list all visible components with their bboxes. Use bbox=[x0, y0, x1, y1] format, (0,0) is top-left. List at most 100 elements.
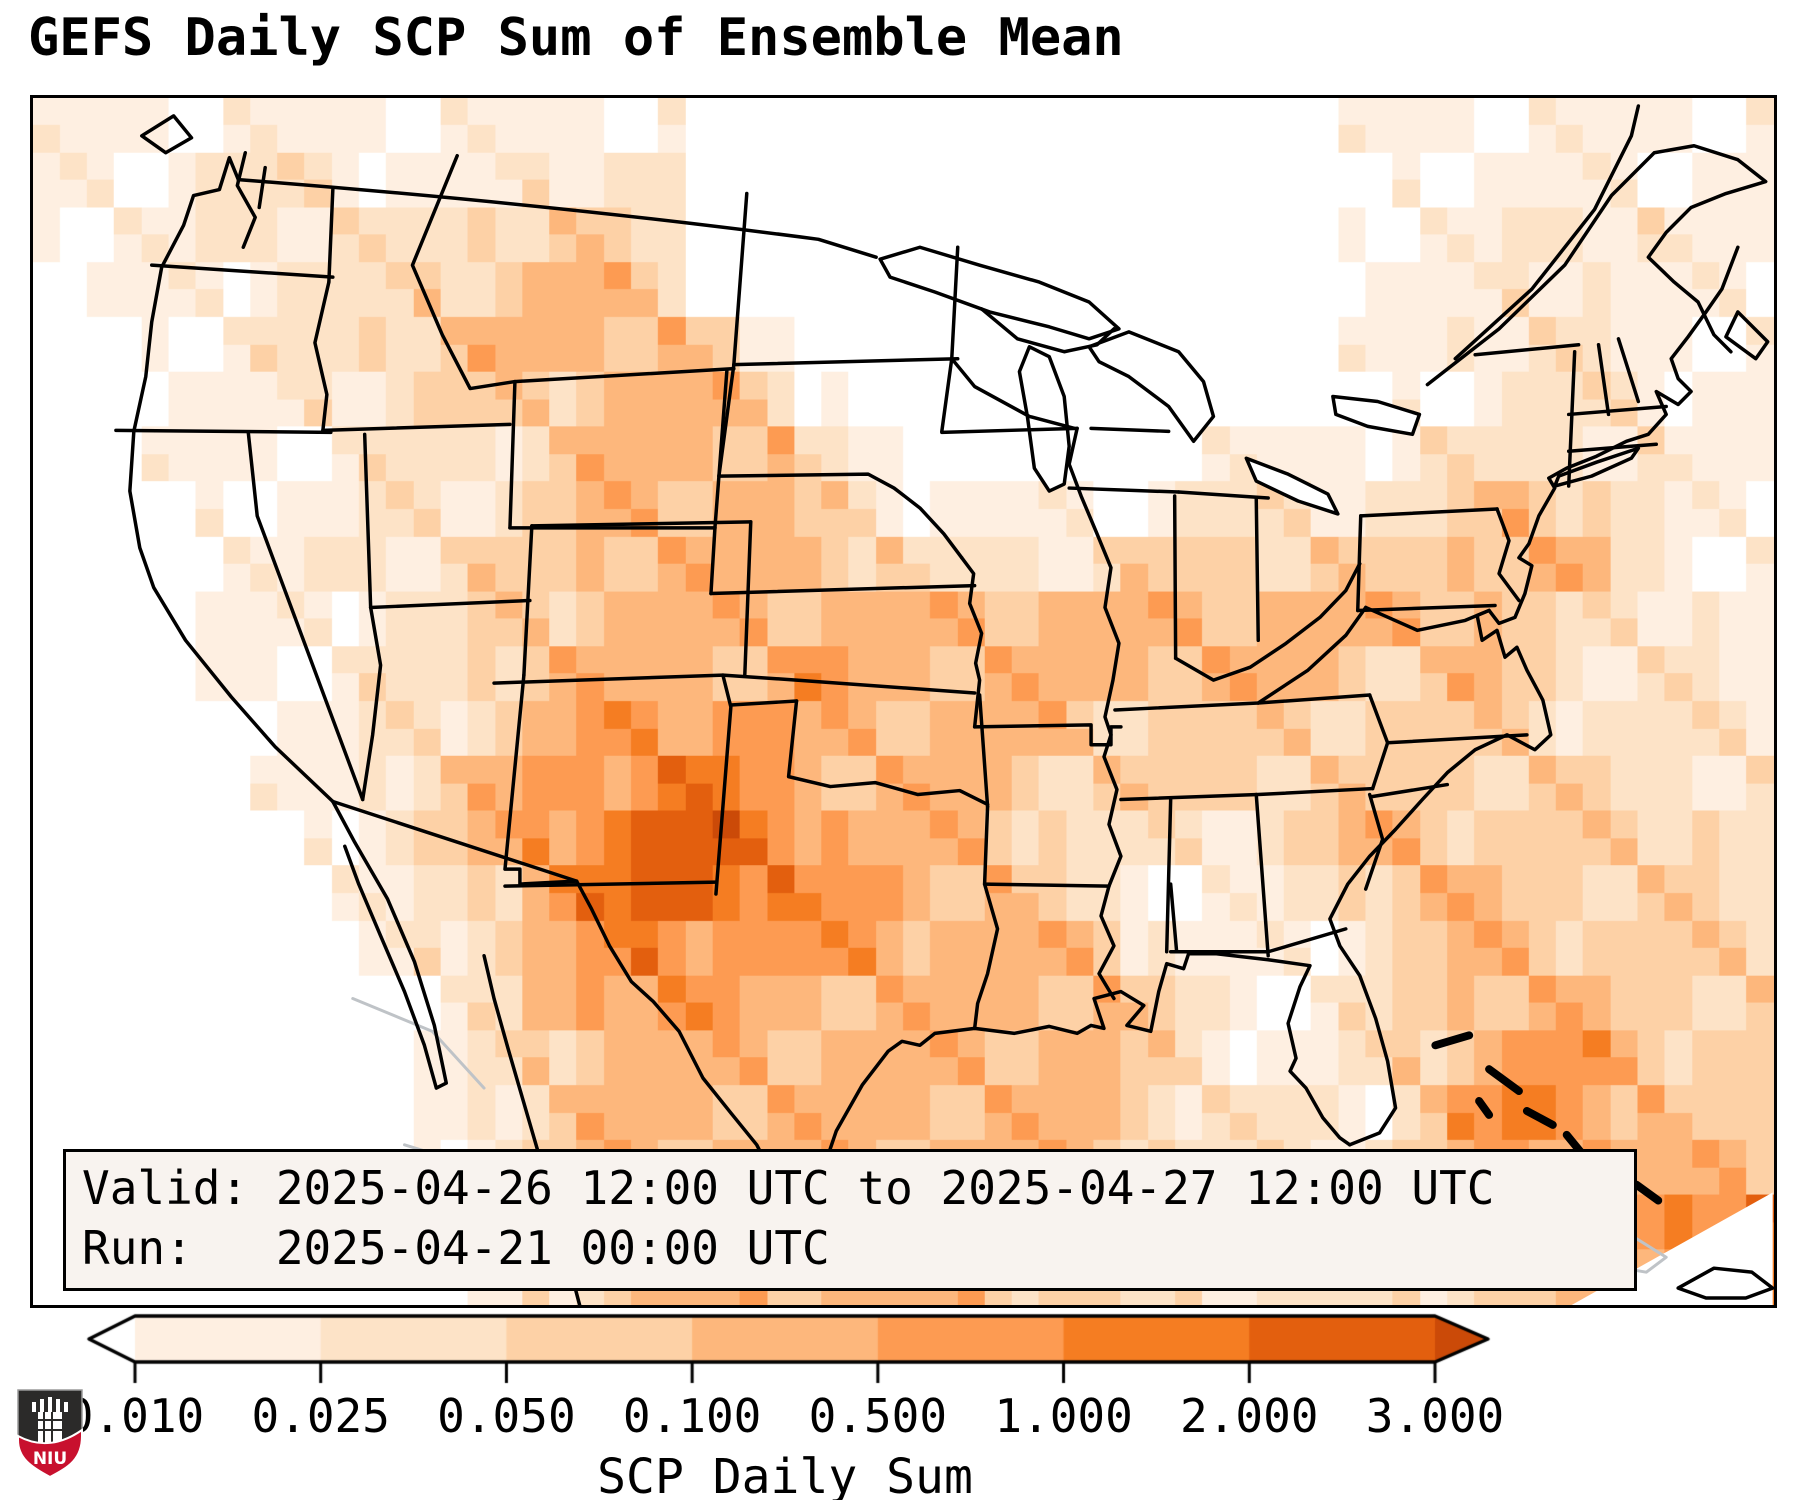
state-border-wa-id bbox=[327, 187, 335, 284]
state-border-mt-id bbox=[410, 153, 517, 391]
state-border-ny-east bbox=[1566, 349, 1577, 488]
state-border-mo-west bbox=[959, 555, 984, 729]
bahamas-island bbox=[1475, 1097, 1494, 1119]
state-border-ky-tn bbox=[1113, 693, 1372, 712]
state-border-ut-az bbox=[368, 598, 532, 610]
colorbar-tick-label: 0.025 bbox=[251, 1389, 390, 1443]
state-border-il-in bbox=[1172, 494, 1178, 660]
state-border-ga-sc bbox=[1363, 792, 1385, 891]
forecast-map: Valid: 2025-04-26 12:00 UTC to 2025-04-2… bbox=[30, 95, 1777, 1308]
potomac-border bbox=[1363, 605, 1491, 633]
pacific-coast bbox=[128, 155, 335, 804]
state-border-in-oh bbox=[1254, 496, 1260, 643]
state-border-sd-west bbox=[717, 362, 736, 478]
colorbar-tick-label: 0.050 bbox=[437, 1389, 576, 1443]
lake-ontario bbox=[1331, 394, 1422, 437]
colorbar-tick-label: 0.010 bbox=[65, 1389, 205, 1443]
colorbar-tick-label: 0.500 bbox=[808, 1389, 948, 1443]
state-border-ne-west bbox=[709, 526, 717, 596]
state-border-ks-ok bbox=[721, 673, 977, 695]
state-border-vt-nh bbox=[1596, 343, 1611, 417]
state-border-nm-tx bbox=[714, 673, 733, 896]
mississippi-river-borders bbox=[1067, 426, 1123, 1001]
state-border-wi-il bbox=[1089, 426, 1171, 434]
state-border-sd-ne bbox=[717, 472, 964, 560]
state-border-tn-nc bbox=[1367, 693, 1390, 791]
colorbar-tick-label: 3.000 bbox=[1365, 1389, 1505, 1443]
state-border-la-ms-pearl bbox=[1168, 882, 1179, 954]
state-border-mn-wi bbox=[950, 356, 1076, 431]
hispaniola-outline bbox=[1676, 1266, 1774, 1300]
upper-peninsula-shore bbox=[979, 307, 1116, 354]
baja-california bbox=[331, 799, 449, 1090]
state-border-ca-nv bbox=[246, 430, 365, 802]
state-border-sd-mn bbox=[940, 356, 954, 434]
colorbar-canvas bbox=[85, 1313, 1492, 1387]
state-border-wa-or bbox=[149, 263, 335, 279]
state-border-ma-south bbox=[1566, 442, 1658, 453]
bahamas-island bbox=[1632, 1180, 1663, 1205]
state-border-co-east bbox=[743, 520, 753, 677]
canada-border bbox=[236, 177, 878, 259]
state-border-ms-al bbox=[1164, 797, 1173, 954]
valid-time-text: Valid: 2025-04-26 12:00 UTC to 2025-04-2… bbox=[82, 1161, 1495, 1215]
state-border-ok-ar bbox=[977, 693, 990, 809]
nova-scotia bbox=[1724, 310, 1770, 361]
state-border-ky-va bbox=[1256, 605, 1368, 705]
state-border-al-ga bbox=[1254, 792, 1270, 958]
state-border-nm-az bbox=[503, 673, 579, 886]
bahamas-island bbox=[1522, 1106, 1557, 1129]
state-border-or-ca bbox=[114, 428, 333, 435]
state-border-ne-ks bbox=[709, 583, 977, 596]
colorbar-axis-label: SCP Daily Sum bbox=[597, 1449, 973, 1500]
state-border-co-north bbox=[530, 520, 753, 528]
bahamas-island bbox=[1431, 1031, 1474, 1050]
state-border-ma-north bbox=[1566, 404, 1668, 417]
state-border-in-mi bbox=[1067, 486, 1181, 494]
ohio-river-border bbox=[1173, 561, 1362, 682]
state-border-or-id bbox=[313, 280, 331, 433]
colorbar: 0.010 0.025 0.050 0.100 0.500 1.000 2.000 3.000… bbox=[66, 1313, 1504, 1500]
state-border-tx-panhandle-north bbox=[729, 699, 799, 707]
basemap-borders bbox=[114, 104, 1774, 1305]
colorbar-tick-label: 2.000 bbox=[1180, 1389, 1319, 1443]
state-border-mt-south bbox=[513, 366, 736, 384]
atlantic-coast bbox=[1328, 245, 1740, 1147]
niu-red-band bbox=[17, 1428, 83, 1479]
state-border-pa-md bbox=[1356, 603, 1497, 613]
niu-logo: NIU bbox=[17, 1389, 83, 1479]
state-border-ok-tx-red-river bbox=[786, 699, 990, 807]
delaware-river-border bbox=[1495, 507, 1521, 603]
state-border-tn-south bbox=[1119, 786, 1375, 802]
puget-sound bbox=[257, 165, 267, 210]
state-border-id-south bbox=[321, 422, 512, 433]
state-border-mi-oh bbox=[1176, 490, 1270, 500]
colorbar-tick-label: 1.000 bbox=[994, 1389, 1133, 1443]
state-border-co-ut bbox=[522, 524, 534, 677]
state-border-az-ca-river bbox=[360, 605, 383, 802]
state-border-nh-me bbox=[1616, 337, 1641, 404]
lake-superior bbox=[878, 245, 1121, 341]
timestamp-box: Valid: 2025-04-26 12:00 UTC to 2025-04-2… bbox=[63, 1149, 1637, 1291]
st-lawrence-north-shore bbox=[1453, 104, 1641, 361]
state-border-mt-nd bbox=[732, 191, 749, 367]
state-border-va-nc bbox=[1385, 733, 1529, 745]
state-border-co-nm bbox=[492, 673, 725, 685]
state-border-nv-ut bbox=[362, 432, 373, 610]
bahamas-island bbox=[1485, 1065, 1523, 1096]
state-border-mo-ar bbox=[972, 723, 1123, 747]
state-border-nm-south bbox=[503, 880, 718, 888]
niu-castle-icon bbox=[32, 1397, 68, 1446]
colorbar-tick-labels: 0.010 0.025 0.050 0.100 0.500 1.000 2.000 3.000 bbox=[66, 1389, 1504, 1445]
state-border-oh-pa bbox=[1356, 514, 1363, 613]
vancouver-island bbox=[140, 114, 194, 155]
gaspe-new-brunswick bbox=[1425, 144, 1768, 387]
state-border-wy-west bbox=[508, 379, 517, 530]
state-border-tx-la bbox=[972, 804, 1000, 1031]
page-title: GEFS Daily SCP Sum of Ensemble Mean bbox=[28, 8, 1124, 68]
colorbar-tick-label: 0.100 bbox=[622, 1389, 762, 1443]
state-border-ar-la bbox=[982, 882, 1111, 888]
gulf-coast bbox=[803, 952, 1352, 1235]
canada-border-east bbox=[1473, 343, 1581, 357]
state-border-pa-ny bbox=[1358, 507, 1499, 518]
